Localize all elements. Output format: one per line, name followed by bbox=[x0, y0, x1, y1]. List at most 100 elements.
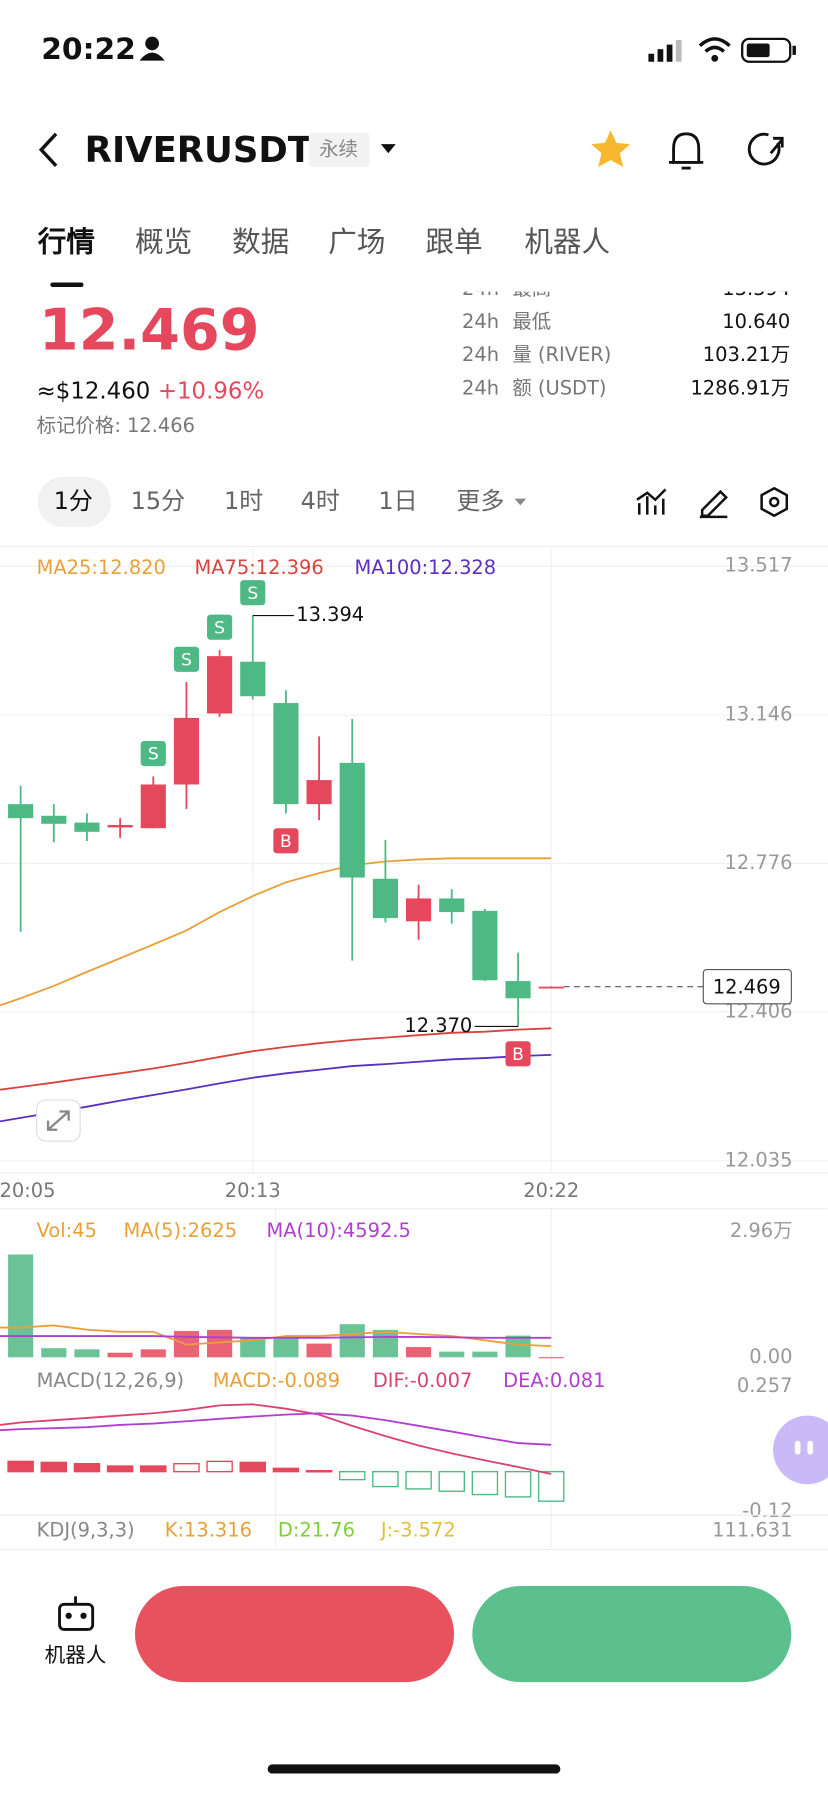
macd-bar bbox=[504, 1470, 532, 1498]
robot-icon[interactable] bbox=[58, 1596, 95, 1631]
macd-bar bbox=[173, 1463, 200, 1473]
macd-line bbox=[0, 1403, 552, 1475]
stat-value: 1286.91万 bbox=[690, 376, 790, 399]
symbol-dropdown[interactable] bbox=[380, 144, 396, 154]
y-tick-label: 0.257 bbox=[737, 1374, 793, 1397]
macd-bar bbox=[405, 1470, 432, 1490]
y-tick-label: 2.96万 bbox=[730, 1219, 793, 1242]
legend-entry: J:-3.572 bbox=[380, 1519, 456, 1542]
ma-line bbox=[0, 857, 552, 1007]
interval[interactable]: 1日 bbox=[378, 487, 417, 515]
macd-bar bbox=[305, 1469, 333, 1473]
tab[interactable]: 机器人 bbox=[524, 225, 610, 259]
macd-bar bbox=[7, 1460, 34, 1473]
indicator-button[interactable] bbox=[636, 488, 667, 515]
trade-marker-label: S bbox=[181, 650, 192, 670]
trade-marker bbox=[240, 580, 266, 606]
candle-body bbox=[207, 656, 233, 714]
volume-bar bbox=[505, 1335, 531, 1358]
legend-entry: MA(5):2625 bbox=[124, 1219, 238, 1242]
x-tick-label: 20:13 bbox=[225, 1179, 281, 1202]
legend-entry: D:21.76 bbox=[278, 1519, 355, 1542]
trade-marker bbox=[273, 828, 299, 854]
tab[interactable]: 跟单 bbox=[425, 225, 482, 259]
interval[interactable]: 1分 bbox=[54, 487, 93, 515]
tab[interactable]: 数据 bbox=[232, 225, 289, 259]
candle-body bbox=[306, 780, 332, 805]
legend-entry: K:13.316 bbox=[165, 1519, 252, 1542]
trade-marker-label: B bbox=[512, 1045, 524, 1065]
candle-body bbox=[240, 661, 266, 697]
interval[interactable]: 1时 bbox=[224, 487, 263, 515]
candle-body bbox=[74, 822, 100, 832]
tab[interactable]: 广场 bbox=[328, 225, 385, 259]
macd-bar bbox=[372, 1470, 399, 1488]
stat-label: 额 (USDT) bbox=[512, 376, 606, 399]
candle-body bbox=[273, 703, 299, 805]
volume-bar bbox=[74, 1349, 100, 1358]
stat-period: 24h bbox=[462, 343, 499, 366]
legend-entry: MA25:12.820 bbox=[37, 556, 166, 579]
stat-label: 最低 bbox=[512, 310, 551, 333]
y-tick-label: -0.12 bbox=[742, 1499, 792, 1522]
candle-body bbox=[107, 825, 133, 828]
close-button[interactable] bbox=[472, 1586, 792, 1683]
alert-bell[interactable] bbox=[668, 132, 704, 170]
legend-entry: MA100:12.328 bbox=[355, 556, 497, 579]
tab-indicator bbox=[50, 282, 84, 288]
candle-body bbox=[140, 784, 166, 829]
trade-marker-label: B bbox=[280, 832, 292, 852]
favorite-star[interactable] bbox=[591, 130, 631, 167]
trade-marker-label: S bbox=[148, 745, 159, 765]
volume-bar bbox=[41, 1348, 67, 1358]
trade-marker bbox=[140, 741, 166, 767]
volume-bar bbox=[107, 1352, 133, 1358]
y-tick-label: 12.035 bbox=[725, 1148, 793, 1171]
symbol[interactable]: RIVERUSDT bbox=[85, 130, 312, 171]
macd-bar bbox=[140, 1465, 167, 1473]
ma-line bbox=[0, 1027, 552, 1091]
assistant-bubble[interactable] bbox=[773, 1415, 828, 1485]
interval[interactable]: 更多 bbox=[456, 487, 504, 515]
vol-ma-line bbox=[0, 1335, 552, 1339]
volume-bar bbox=[8, 1254, 34, 1358]
stat-period: 24h bbox=[462, 310, 499, 333]
candle-body bbox=[173, 717, 200, 785]
legend-entry: Vol:45 bbox=[37, 1219, 97, 1242]
candle-body bbox=[505, 981, 531, 999]
interval[interactable]: 4时 bbox=[301, 487, 340, 515]
volume-bar bbox=[472, 1351, 498, 1358]
macd-bar bbox=[438, 1470, 465, 1492]
legend-entry: MACD:-0.089 bbox=[213, 1369, 340, 1392]
mark-price: 标记价格: 12.466 bbox=[37, 414, 195, 437]
stat-label: 量 (RIVER) bbox=[512, 343, 611, 366]
status-icons bbox=[139, 36, 796, 63]
interval[interactable]: 15分 bbox=[131, 487, 186, 515]
settings-button[interactable] bbox=[760, 486, 789, 518]
macd-bar bbox=[272, 1467, 300, 1473]
macd-line bbox=[0, 1412, 552, 1446]
macd-bar bbox=[239, 1461, 267, 1473]
y-tick-label: 13.146 bbox=[725, 703, 793, 726]
expand-button[interactable] bbox=[36, 1099, 81, 1142]
ma-lines bbox=[0, 857, 552, 1123]
legend-entry: MACD(12,26,9) bbox=[37, 1369, 185, 1392]
open-button[interactable] bbox=[134, 1586, 455, 1683]
more-dropdown[interactable] bbox=[514, 498, 527, 506]
macd-bar bbox=[40, 1461, 68, 1473]
tab[interactable]: 概览 bbox=[135, 225, 192, 259]
share-button[interactable] bbox=[747, 132, 784, 166]
robot-label[interactable]: 机器人 bbox=[45, 1643, 107, 1667]
price-change: +10.96% bbox=[158, 379, 264, 405]
trade-marker-label: S bbox=[214, 618, 225, 638]
draw-button[interactable] bbox=[699, 489, 728, 519]
last-price-tag bbox=[702, 968, 792, 1005]
back-button[interactable] bbox=[38, 132, 58, 167]
stat-value: 10.640 bbox=[722, 310, 790, 333]
volume-bar bbox=[306, 1343, 332, 1358]
candle-body bbox=[538, 986, 564, 989]
low-annotation: 12.370 bbox=[404, 1014, 472, 1037]
tab[interactable]: 行情 bbox=[37, 225, 95, 259]
